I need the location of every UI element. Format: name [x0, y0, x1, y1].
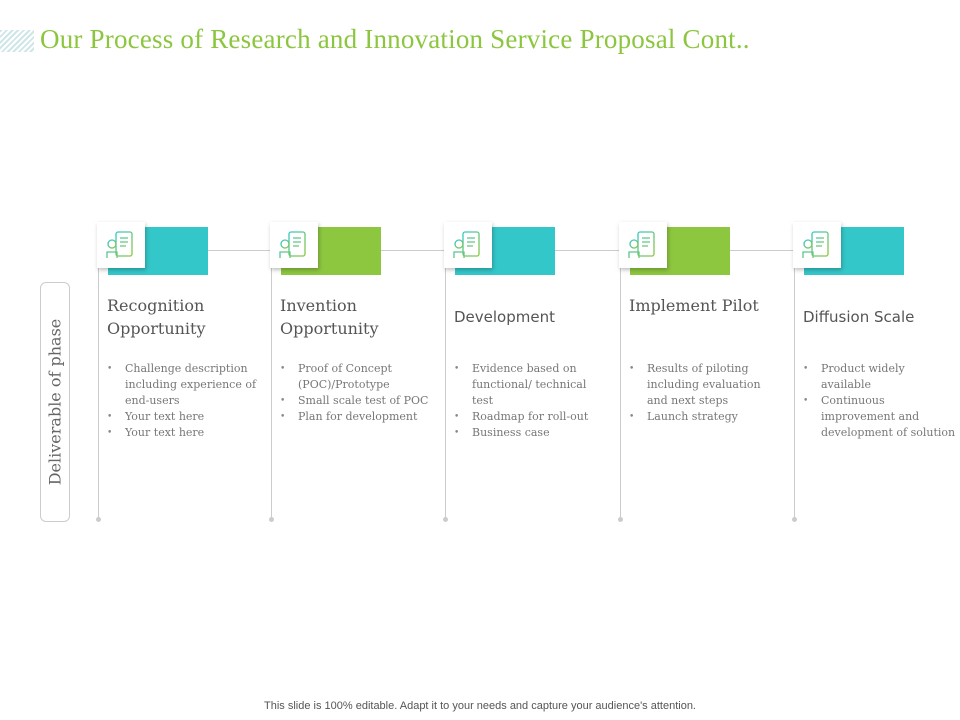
bullet-item: Roadmap for roll-out	[454, 409, 609, 425]
person-chart-dollar-icon	[270, 222, 318, 268]
timeline-dot	[618, 517, 623, 522]
phase-column: Development Evidence based on functional…	[443, 222, 615, 522]
phase-bullets: Proof of Concept (POC)/PrototypeSmall sc…	[280, 361, 435, 425]
bullet-item: Results of piloting including evaluation…	[629, 361, 784, 409]
column-divider	[271, 222, 272, 518]
bullet-item: Challenge description including experien…	[107, 361, 262, 409]
phase-bullets: Results of piloting including evaluation…	[629, 361, 784, 425]
person-lightbulb-icon	[619, 222, 667, 268]
documents-icon	[793, 222, 841, 268]
column-divider	[98, 222, 99, 518]
timeline-dot	[96, 517, 101, 522]
side-label-box: Deliverable of phase	[40, 282, 70, 522]
column-divider	[794, 222, 795, 518]
timeline-dot	[792, 517, 797, 522]
bullet-item: Plan for development	[280, 409, 435, 425]
side-label: Deliverable of phase	[45, 318, 65, 486]
phase-title: Diffusion Scale	[803, 308, 915, 326]
phase-title: Invention Opportunity	[280, 296, 379, 338]
phase-column: Recognition Opportunity Challenge descri…	[96, 222, 268, 522]
title-stripe-decoration	[0, 30, 34, 52]
bullet-item: Evidence based on functional/ technical …	[454, 361, 609, 409]
phase-title: Development	[454, 308, 555, 326]
phone-idea-icon	[97, 222, 145, 268]
bullet-item: Continuous improvement and development o…	[803, 393, 958, 441]
column-divider	[445, 222, 446, 518]
phase-column: Implement Pilot Results of piloting incl…	[618, 222, 790, 522]
phase-title: Implement Pilot	[629, 296, 759, 315]
bullet-item: Your text here	[107, 409, 262, 425]
phase-bullets: Challenge description including experien…	[107, 361, 262, 441]
footer-note: This slide is 100% editable. Adapt it to…	[264, 700, 696, 712]
phase-column: Invention Opportunity Proof of Concept (…	[269, 222, 441, 522]
phase-bullets: Product widely availableContinuous impro…	[803, 361, 958, 441]
bullet-item: Your text here	[107, 425, 262, 441]
phase-column: Diffusion Scale Product widely available…	[792, 222, 960, 522]
bullet-item: Small scale test of POC	[280, 393, 435, 409]
laptop-code-cloud-icon	[444, 222, 492, 268]
bullet-item: Business case	[454, 425, 609, 441]
column-divider	[620, 222, 621, 518]
phase-title: Recognition Opportunity	[107, 296, 206, 338]
bullet-item: Proof of Concept (POC)/Prototype	[280, 361, 435, 393]
bullet-item: Launch strategy	[629, 409, 784, 425]
phase-bullets: Evidence based on functional/ technical …	[454, 361, 609, 441]
bullet-item: Product widely available	[803, 361, 958, 393]
timeline-dot	[443, 517, 448, 522]
timeline-dot	[269, 517, 274, 522]
page-title: Our Process of Research and Innovation S…	[40, 24, 750, 54]
